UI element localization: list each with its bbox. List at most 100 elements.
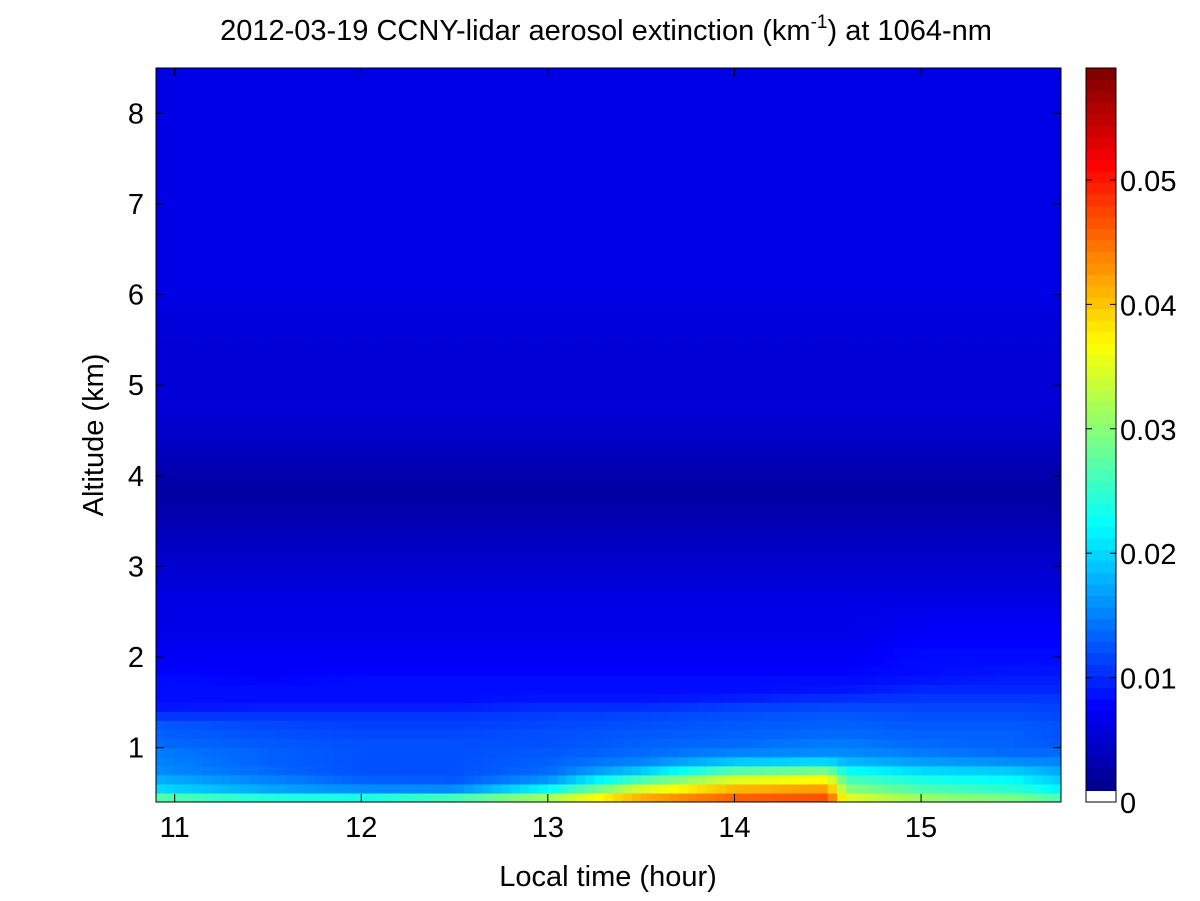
heatmap-cell — [678, 702, 689, 712]
heatmap-cell — [286, 783, 297, 794]
heatmap-cell — [790, 629, 801, 640]
heatmap-cell — [202, 738, 213, 749]
heatmap-cell — [547, 394, 558, 404]
heatmap-cell — [277, 330, 288, 341]
heatmap-cell — [193, 611, 204, 622]
heatmap-cell — [529, 457, 540, 468]
heatmap-cell — [407, 702, 418, 712]
heatmap-cell — [809, 457, 820, 468]
heatmap-cell — [230, 575, 241, 586]
heatmap-cell — [967, 493, 978, 504]
heatmap-cell — [827, 493, 838, 504]
heatmap-cell — [986, 457, 997, 468]
heatmap-cell — [519, 421, 530, 432]
heatmap-cell — [753, 448, 764, 459]
heatmap-cell — [454, 385, 465, 395]
heatmap-cell — [529, 439, 540, 450]
heatmap-cell — [967, 421, 978, 432]
heatmap-cell — [995, 457, 1006, 468]
heatmap-cell — [463, 367, 474, 377]
heatmap-cell — [921, 466, 931, 477]
heatmap-cell — [463, 720, 474, 731]
heatmap-cell — [995, 512, 1006, 522]
heatmap-cell — [967, 629, 978, 640]
heatmap-cell — [603, 357, 614, 368]
heatmap-cell — [846, 774, 857, 785]
heatmap-cell — [473, 348, 484, 359]
heatmap-cell — [930, 702, 941, 712]
heatmap-cell — [902, 539, 913, 549]
heatmap-cell — [809, 548, 820, 558]
heatmap-cell — [435, 792, 446, 802]
heatmap-cell — [725, 575, 736, 586]
heatmap-cell — [958, 385, 969, 395]
heatmap-cell — [295, 412, 306, 423]
heatmap-cell — [697, 792, 708, 802]
heatmap-cell — [165, 339, 176, 350]
heatmap-cell — [519, 738, 530, 749]
heatmap-cell — [445, 684, 456, 694]
heatmap-cell — [379, 783, 390, 794]
heatmap-cell — [529, 647, 540, 658]
heatmap-cell — [174, 421, 185, 432]
heatmap-cell — [473, 439, 484, 450]
heatmap-cell — [949, 575, 959, 586]
heatmap-cell — [156, 602, 166, 613]
heatmap-cell — [361, 756, 372, 767]
heatmap-cell — [538, 584, 549, 595]
heatmap-cell — [1023, 367, 1034, 377]
heatmap-cell — [202, 611, 213, 622]
heatmap-cell — [183, 584, 194, 595]
heatmap-cell — [650, 693, 661, 703]
heatmap-cell — [351, 357, 362, 368]
heatmap-cell — [594, 593, 605, 604]
heatmap-cell — [799, 629, 810, 640]
heatmap-cell — [398, 566, 409, 577]
heatmap-cell — [426, 475, 437, 486]
heatmap-cell — [594, 403, 605, 413]
heatmap-cell — [939, 521, 950, 531]
heatmap-cell — [697, 439, 708, 450]
heatmap-cell — [193, 493, 204, 504]
heatmap-cell — [799, 593, 810, 604]
heatmap-cell — [333, 493, 344, 504]
heatmap-cell — [510, 421, 521, 432]
heatmap-cell — [725, 756, 736, 767]
heatmap-cell — [435, 647, 446, 658]
heatmap-cell — [323, 330, 334, 341]
heatmap-cell — [687, 747, 698, 758]
heatmap-cell — [379, 774, 390, 785]
heatmap-cell — [323, 403, 334, 413]
heatmap-cell — [725, 466, 736, 477]
heatmap-cell — [277, 693, 288, 703]
heatmap-cell — [715, 484, 726, 495]
heatmap-cell — [781, 675, 792, 685]
heatmap-cell — [874, 684, 885, 694]
heatmap-cell — [921, 493, 931, 504]
heatmap-cell — [407, 385, 418, 395]
heatmap-cell — [939, 593, 950, 604]
heatmap-cell — [417, 367, 428, 377]
heatmap-cell — [631, 412, 642, 423]
heatmap-cell — [566, 348, 577, 359]
heatmap-cell — [762, 457, 773, 468]
heatmap-cell — [837, 711, 848, 722]
heatmap-cell — [519, 357, 530, 368]
heatmap-cell — [1005, 539, 1015, 549]
heatmap-cell — [417, 611, 428, 622]
heatmap-cell — [818, 729, 829, 740]
heatmap-cell — [725, 394, 736, 404]
heatmap-cell — [174, 620, 185, 631]
heatmap-cell — [613, 602, 624, 613]
heatmap-cell — [165, 484, 176, 495]
heatmap-cell — [174, 666, 185, 676]
heatmap-cell — [547, 421, 558, 432]
heatmap-cell — [986, 412, 997, 423]
heatmap-cell — [930, 584, 941, 595]
heatmap-cell — [575, 403, 586, 413]
heatmap-cell — [753, 702, 764, 712]
heatmap-cell — [501, 792, 512, 802]
heatmap-cell — [855, 747, 866, 758]
heatmap-cell — [174, 521, 185, 531]
heatmap-cell — [986, 357, 997, 368]
